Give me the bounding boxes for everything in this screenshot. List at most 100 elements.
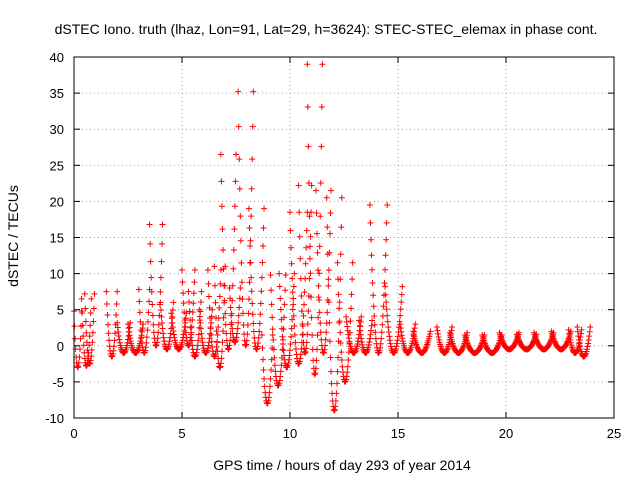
- data-point: [260, 225, 267, 232]
- data-point: [382, 252, 389, 259]
- data-point: [168, 315, 175, 322]
- data-point: [122, 348, 129, 355]
- data-point: [222, 310, 229, 317]
- data-point: [150, 321, 157, 328]
- data-point: [166, 338, 173, 345]
- data-point: [326, 338, 333, 345]
- data-point: [86, 360, 93, 367]
- data-point: [154, 339, 161, 346]
- arc-series: [356, 317, 376, 357]
- data-point: [366, 335, 373, 342]
- data-point: [365, 341, 372, 348]
- data-point: [397, 321, 404, 328]
- data-point: [368, 322, 375, 329]
- data-point: [75, 363, 82, 370]
- data-point: [83, 363, 90, 370]
- data-point: [79, 322, 86, 329]
- data-point: [221, 282, 228, 289]
- data-point: [166, 341, 173, 348]
- data-point: [248, 213, 255, 220]
- data-point: [198, 288, 205, 295]
- data-point: [254, 343, 261, 350]
- data-point: [345, 331, 352, 338]
- data-point: [297, 351, 304, 358]
- data-point: [279, 340, 286, 347]
- data-point: [112, 330, 119, 337]
- data-point: [138, 334, 145, 341]
- data-point: [103, 300, 110, 307]
- data-point: [324, 251, 331, 258]
- data-point: [208, 338, 215, 345]
- data-point: [225, 346, 232, 353]
- data-point: [179, 266, 185, 273]
- data-point: [160, 330, 167, 337]
- data-point: [217, 280, 224, 287]
- data-point: [315, 282, 322, 289]
- data-point: [235, 319, 242, 326]
- data-point: [230, 265, 237, 272]
- data-point: [259, 345, 266, 352]
- data-point: [76, 346, 83, 353]
- data-point: [212, 299, 219, 306]
- data-point: [296, 233, 303, 240]
- data-point: [547, 339, 554, 346]
- data-point: [391, 348, 398, 355]
- data-point: [307, 270, 314, 277]
- data-point: [395, 333, 401, 340]
- data-point: [246, 279, 253, 286]
- data-point: [261, 375, 268, 382]
- x-tick-label: 20: [499, 426, 513, 441]
- data-point: [161, 338, 168, 345]
- data-point: [197, 299, 204, 306]
- data-point: [311, 371, 318, 378]
- data-point: [305, 180, 312, 187]
- data-point: [378, 329, 385, 336]
- data-point: [255, 334, 262, 341]
- data-point: [261, 205, 268, 212]
- data-point: [270, 346, 277, 353]
- data-point: [195, 331, 202, 338]
- data-point: [213, 328, 220, 335]
- data-point: [207, 324, 214, 331]
- data-point: [197, 325, 204, 332]
- data-point: [464, 340, 471, 347]
- data-point: [343, 373, 350, 380]
- data-point: [371, 321, 378, 328]
- data-point: [126, 328, 133, 335]
- data-point: [246, 225, 253, 232]
- data-point: [575, 333, 582, 340]
- data-point: [315, 267, 322, 274]
- data-point: [290, 283, 297, 290]
- data-point: [231, 203, 238, 210]
- data-point: [148, 288, 155, 295]
- data-point: [300, 312, 307, 319]
- data-point: [105, 330, 112, 337]
- data-point: [383, 306, 390, 313]
- data-point: [149, 301, 156, 308]
- data-point: [369, 266, 376, 273]
- data-point: [344, 363, 351, 370]
- data-point: [372, 329, 379, 336]
- data-point: [149, 312, 156, 319]
- data-point: [282, 287, 289, 294]
- data-point: [324, 309, 331, 316]
- data-point: [87, 357, 94, 364]
- data-point: [307, 233, 314, 240]
- data-point: [306, 243, 313, 250]
- data-point: [110, 343, 117, 350]
- data-point: [145, 309, 152, 316]
- data-point: [368, 327, 374, 334]
- data-point: [347, 318, 354, 325]
- data-point: [90, 305, 97, 312]
- data-point: [436, 336, 443, 343]
- data-point: [304, 61, 311, 68]
- data-point: [291, 322, 298, 329]
- data-point: [89, 339, 96, 346]
- data-point: [192, 353, 199, 360]
- data-point: [115, 332, 122, 339]
- data-point: [226, 285, 233, 292]
- data-point: [158, 313, 165, 320]
- data-point: [335, 354, 342, 361]
- data-point: [115, 328, 122, 335]
- data-point: [344, 369, 351, 376]
